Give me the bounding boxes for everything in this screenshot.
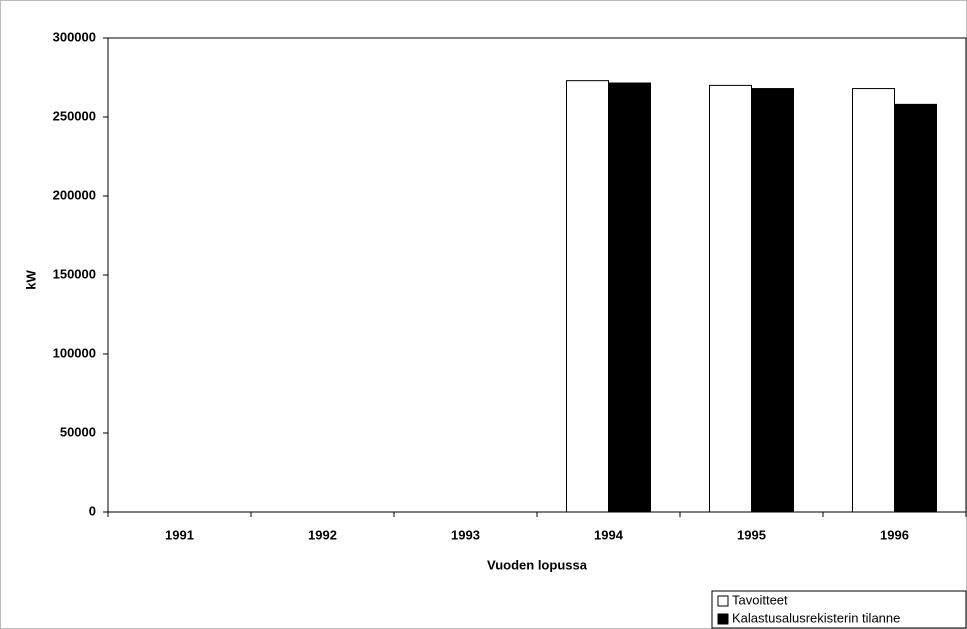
y-tick-label: 150000 <box>53 266 96 281</box>
x-tick-label: 1991 <box>165 527 194 542</box>
y-tick-label: 0 <box>89 503 96 518</box>
legend-label: Kalastusalusrekisterin tilanne <box>732 610 900 625</box>
x-axis-title: Vuoden lopussa <box>487 557 588 572</box>
y-tick-label: 300000 <box>53 29 96 44</box>
bar <box>751 88 794 513</box>
x-tick-label: 1993 <box>451 527 480 542</box>
y-axis-title: kW <box>23 270 38 290</box>
bar <box>566 80 609 513</box>
legend-swatch <box>717 595 729 607</box>
legend-label: Tavoitteet <box>732 592 788 607</box>
y-tick-label: 250000 <box>53 108 96 123</box>
x-tick-label: 1995 <box>737 527 766 542</box>
legend-swatch <box>717 613 729 625</box>
y-tick-label: 200000 <box>53 187 96 202</box>
bar <box>852 88 895 513</box>
x-tick-label: 1992 <box>308 527 337 542</box>
x-tick-label: 1996 <box>880 527 909 542</box>
legend-box <box>711 590 967 629</box>
y-tick-label: 50000 <box>60 424 96 439</box>
bar <box>894 103 937 513</box>
y-tick-label: 100000 <box>53 345 96 360</box>
bar <box>709 84 752 513</box>
x-tick-label: 1994 <box>594 527 624 542</box>
bar <box>608 82 651 513</box>
